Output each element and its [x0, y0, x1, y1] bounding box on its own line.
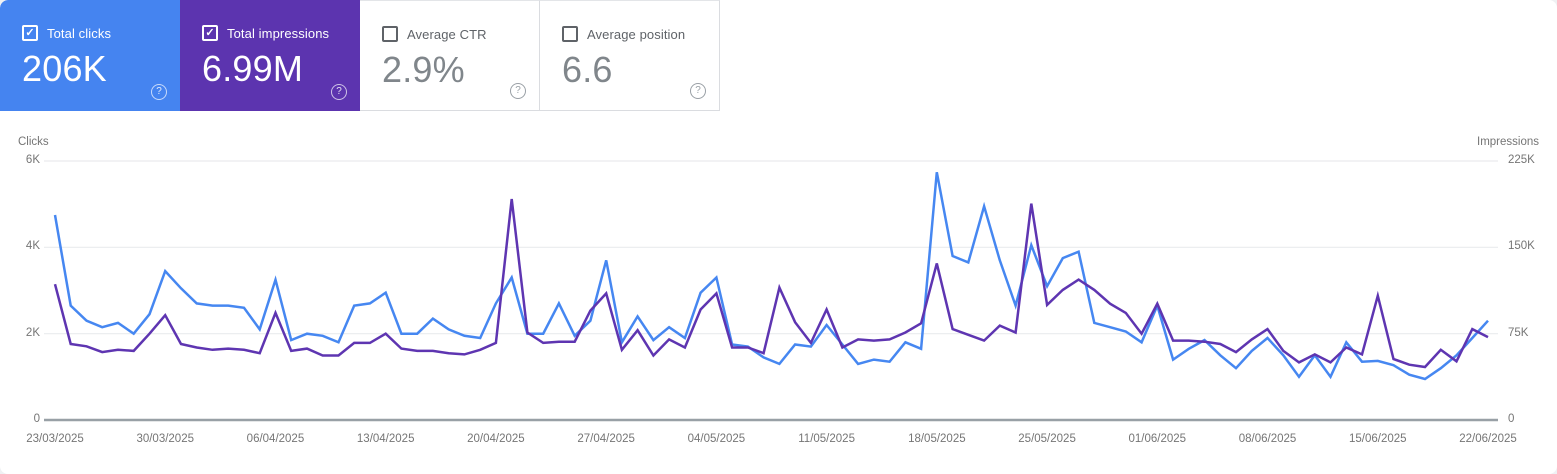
metric-label: Total impressions [227, 25, 330, 41]
left-axis-title: Clicks [18, 136, 49, 148]
x-axis-date-label: 15/06/2025 [1348, 433, 1407, 445]
metric-label: Average CTR [407, 26, 487, 42]
help-icon[interactable]: ? [151, 84, 167, 100]
metric-label: Total clicks [47, 25, 112, 41]
left-axis-tick-label: 6K [25, 154, 40, 166]
help-icon[interactable]: ? [690, 83, 706, 99]
metric-label: Average position [587, 26, 686, 42]
metric-value: 2.9% [382, 49, 465, 90]
left-axis-tick-label: 4K [25, 240, 40, 253]
x-axis-date-label: 25/05/2025 [1018, 433, 1076, 445]
left-axis-tick-label: 0 [33, 413, 40, 425]
x-axis-date-label: 27/04/2025 [577, 433, 635, 445]
card-average-position[interactable]: Average position 6.6 ? [540, 0, 720, 111]
total-clicks-line [53, 171, 1489, 381]
right-axis-tick-label: 75K [1508, 326, 1529, 339]
checkbox-unchecked-icon[interactable] [562, 26, 578, 42]
card-average-ctr[interactable]: Average CTR 2.9% ? [360, 0, 540, 111]
metric-checkbox-row: Average position [562, 26, 685, 42]
help-icon[interactable]: ? [510, 83, 526, 99]
x-axis-date-label: 30/03/2025 [136, 433, 194, 445]
right-axis-tick-label: 0 [1508, 413, 1515, 425]
help-icon[interactable]: ? [331, 84, 347, 100]
x-axis-date-label: 08/06/2025 [1238, 433, 1297, 445]
total-impressions-line [53, 198, 1489, 369]
x-axis-date-label: 13/04/2025 [356, 433, 415, 445]
x-axis-date-label: 20/04/2025 [467, 433, 525, 445]
checkbox-checked-icon[interactable]: ✓ [22, 25, 38, 41]
right-axis-tick-label: 150K [1508, 240, 1535, 253]
metric-checkbox-row: ✓ Total clicks [22, 25, 111, 41]
right-axis-tick-label: 225K [1508, 154, 1535, 166]
metric-cards-row: ✓ Total clicks 206K ? ✓ Total impression… [0, 0, 720, 111]
metric-value: 206K [22, 48, 107, 89]
right-axis-title: Impressions [1477, 136, 1539, 148]
x-axis-date-label: 18/05/2025 [908, 433, 966, 445]
x-axis-date-label: 22/06/2025 [1459, 433, 1517, 445]
checkbox-unchecked-icon[interactable] [382, 26, 398, 42]
card-total-clicks[interactable]: ✓ Total clicks 206K ? [0, 0, 180, 111]
metric-checkbox-row: Average CTR [382, 26, 487, 42]
card-total-impressions[interactable]: ✓ Total impressions 6.99M ? [180, 0, 360, 111]
x-axis-date-label: 11/05/2025 [798, 433, 855, 445]
x-axis-date-label: 01/06/2025 [1128, 433, 1187, 445]
x-axis-date-label: 06/04/2025 [246, 433, 305, 445]
metric-value: 6.99M [202, 48, 304, 89]
x-axis-date-label: 23/03/2025 [26, 433, 84, 445]
left-axis-tick-label: 2K [25, 326, 40, 339]
metric-value: 6.6 [562, 49, 613, 90]
metric-checkbox-row: ✓ Total impressions [202, 25, 329, 41]
checkbox-checked-icon[interactable]: ✓ [202, 25, 218, 41]
x-axis-date-label: 04/05/2025 [687, 433, 746, 445]
